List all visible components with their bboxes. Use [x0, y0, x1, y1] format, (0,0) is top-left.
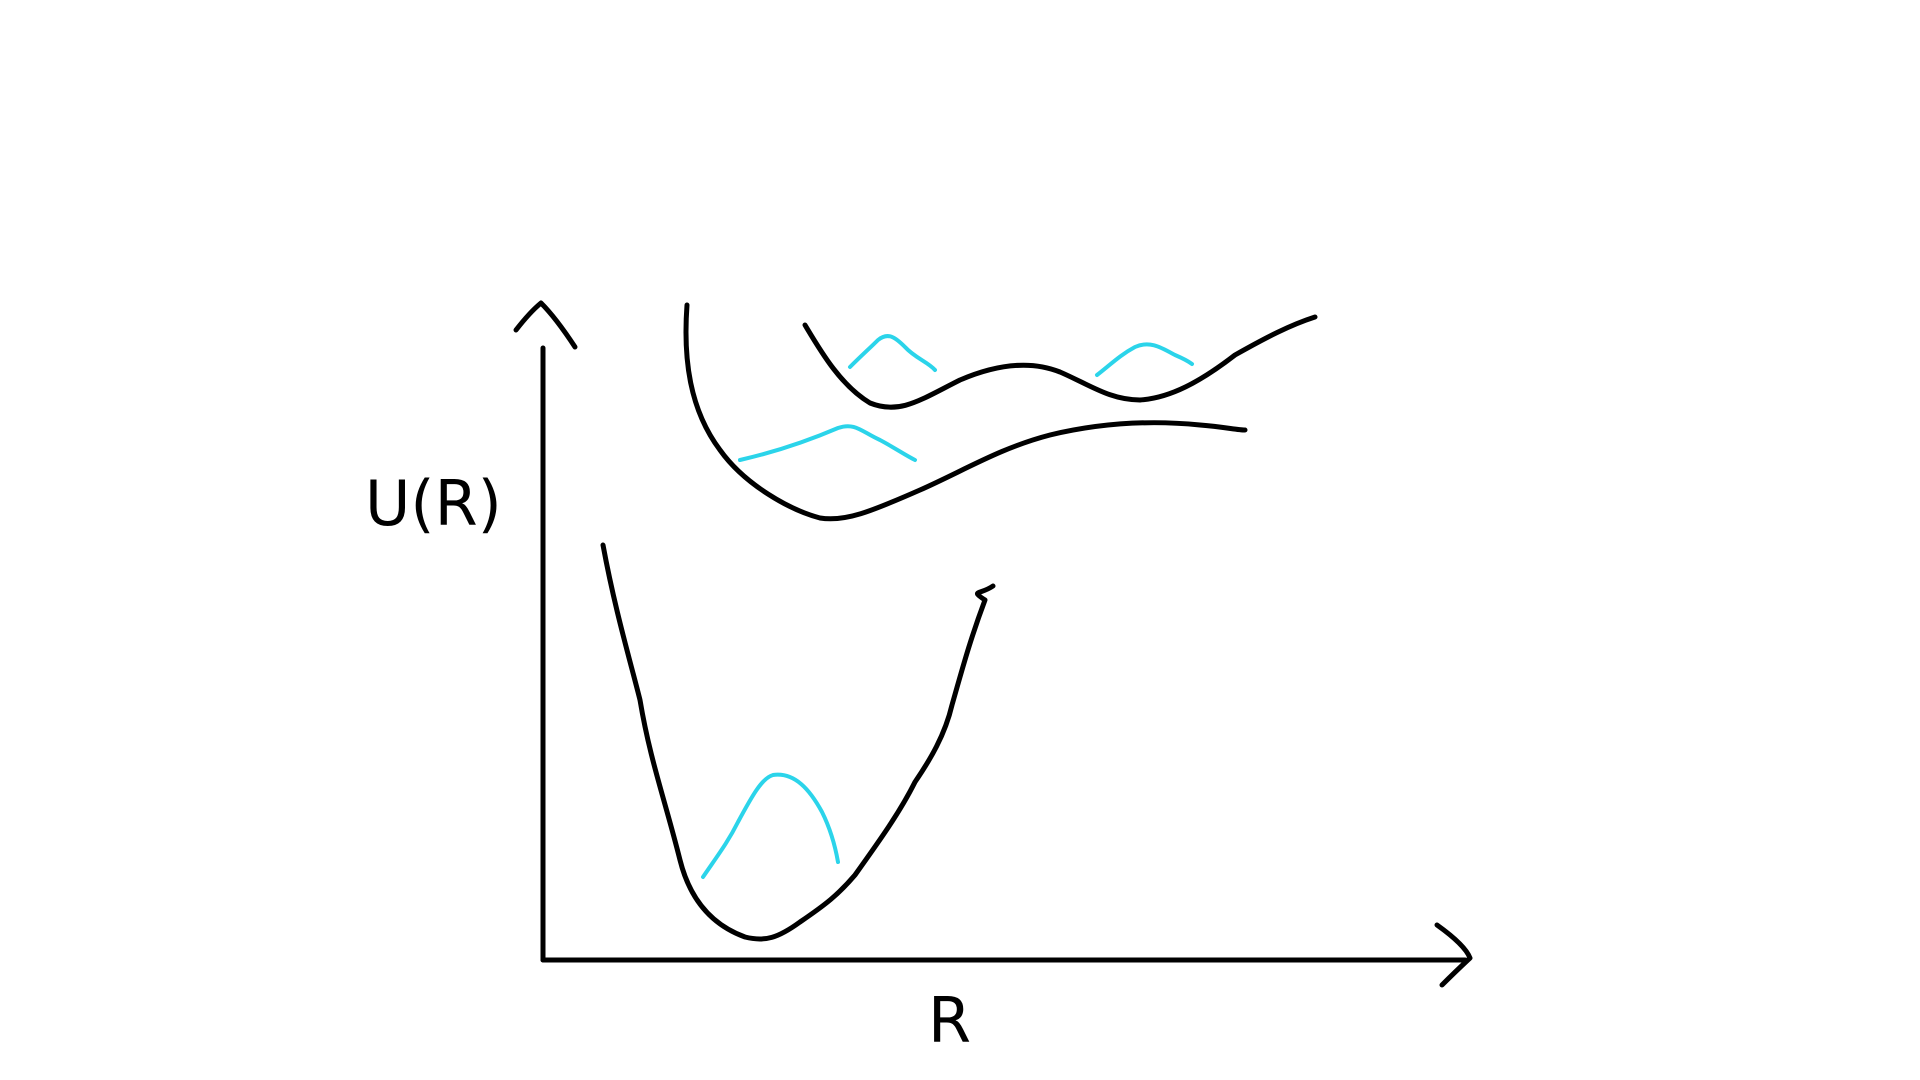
excited-state-wavefunction-2-left	[848, 334, 937, 372]
y-axis-arrowhead	[513, 300, 578, 350]
x-axis-arrowhead	[1434, 922, 1473, 988]
ground-state-wavefunction	[701, 772, 840, 879]
ground-state-potential-curve	[600, 542, 996, 942]
excited-state-wavefunction-1	[738, 424, 917, 462]
excited-state-potential-curve-2	[802, 314, 1318, 410]
x-axis-label: R	[928, 984, 971, 1057]
y-axis-label: U(R)	[365, 467, 502, 540]
excited-state-potential-curve-1	[683, 302, 1248, 522]
axes	[513, 300, 1473, 988]
excited-state-wavefunction-2-right	[1095, 342, 1194, 377]
